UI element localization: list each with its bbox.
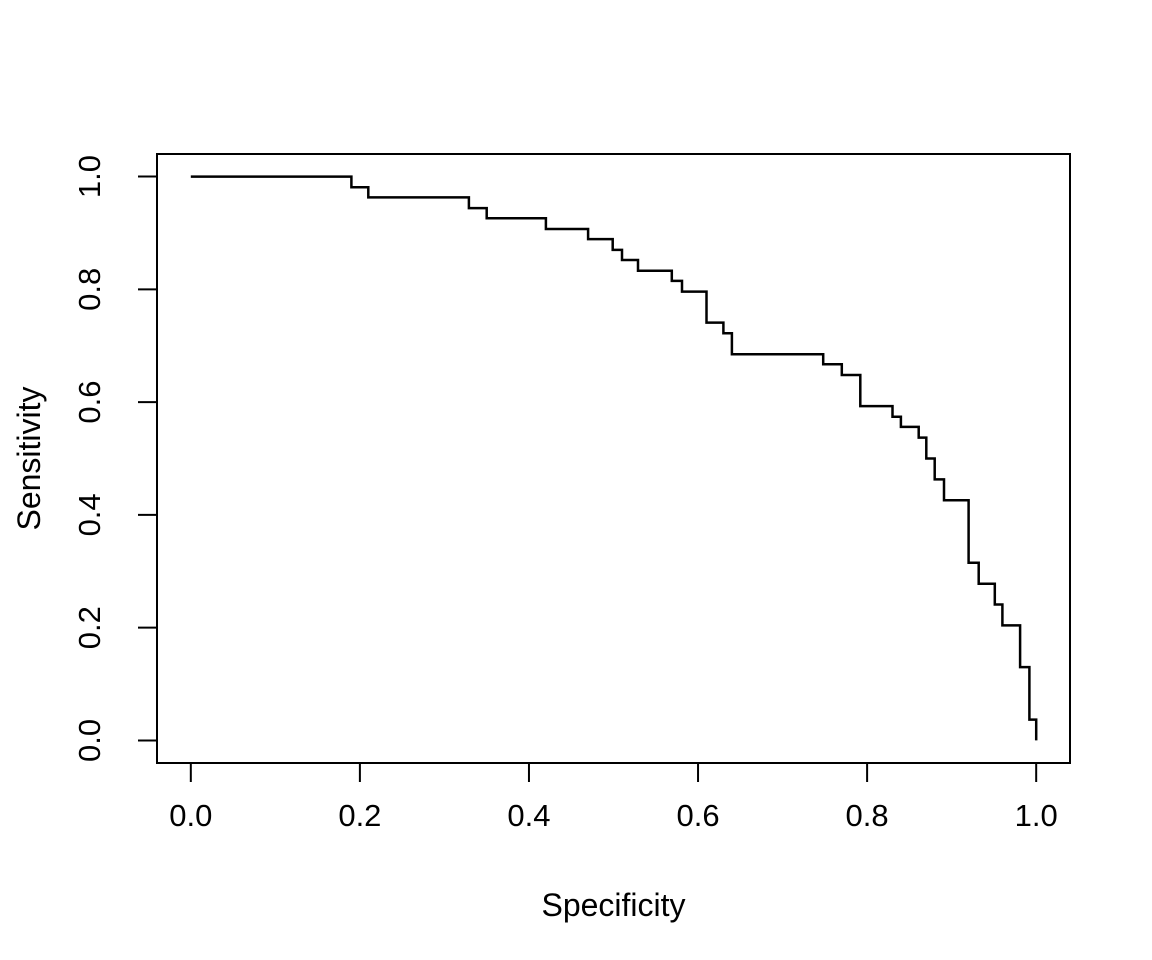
x-axis-title: Specificity [541, 887, 685, 923]
y-tick-label: 1.0 [72, 155, 107, 198]
y-tick-label: 0.2 [72, 606, 107, 649]
y-axis-title: Sensitivity [11, 386, 47, 530]
x-tick-label: 0.2 [338, 798, 381, 833]
plot-border [156, 153, 1071, 764]
y-tick-label: 0.4 [72, 493, 107, 536]
x-tick-label: 0.8 [846, 798, 889, 833]
roc-curve-line [190, 175, 1038, 741]
x-tick-label: 0.0 [169, 798, 212, 833]
y-tick-label: 0.8 [72, 268, 107, 311]
y-tick-label: 0.6 [72, 381, 107, 424]
x-tick-label: 0.6 [676, 798, 719, 833]
x-tick-label: 1.0 [1015, 798, 1058, 833]
y-tick-label: 0.0 [72, 719, 107, 762]
x-tick-label: 0.4 [507, 798, 550, 833]
